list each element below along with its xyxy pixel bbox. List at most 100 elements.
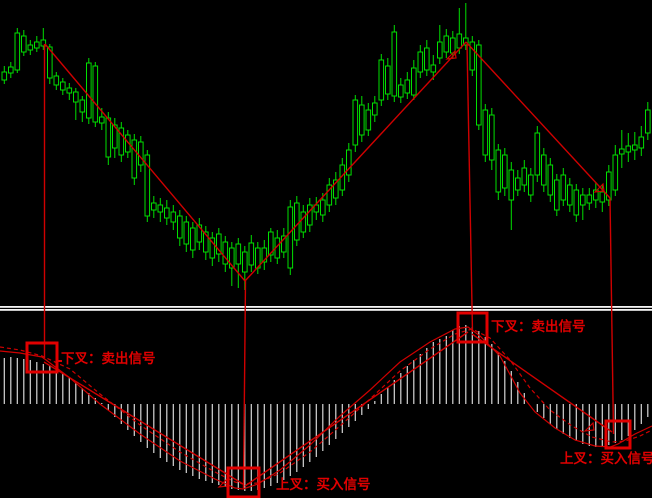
indicator-trendline [244, 331, 469, 487]
candle-body [8, 66, 14, 74]
candle-body [183, 221, 190, 245]
candle-body [281, 235, 287, 253]
price-trendline [244, 41, 467, 282]
candle-body [125, 134, 131, 153]
candle-body [489, 114, 495, 161]
candle-body [528, 174, 534, 196]
candle-body [638, 136, 645, 149]
candle-body [1, 71, 8, 81]
candle-body [300, 211, 307, 233]
candle-body [170, 211, 177, 223]
signal-label-sell-2: 下叉：卖出信号 [491, 319, 586, 335]
candle-body [242, 251, 248, 273]
candle-body [456, 33, 463, 49]
candle-body [365, 109, 372, 131]
candle-body [411, 67, 417, 96]
indicator-main-line [0, 326, 652, 490]
candle-body [92, 65, 99, 123]
signal-label-buy-2: 上叉：买入信号 [560, 451, 652, 467]
signal-label-buy-1: 上叉：买入信号 [276, 477, 371, 493]
candle-body [502, 154, 508, 189]
candle-body [261, 247, 268, 263]
candle-body [398, 84, 404, 98]
candle-body [112, 124, 118, 149]
signal-vertical-line [609, 197, 615, 435]
price-trendline [44, 43, 246, 282]
candle-body [346, 149, 352, 176]
candle-body [547, 164, 554, 196]
candle-body [235, 243, 242, 265]
panel-separator-line [0, 309, 652, 311]
candle-body [118, 127, 125, 156]
candle-body [560, 174, 567, 201]
candle-body [625, 145, 632, 153]
candle-body [586, 194, 593, 204]
candle-body [294, 202, 300, 241]
candle-body [593, 189, 599, 201]
candle-body [47, 46, 53, 79]
candle-body [417, 51, 424, 73]
candle-body [248, 242, 255, 266]
candle-body [599, 191, 606, 203]
candle-body [203, 231, 209, 253]
price-trendline [465, 41, 611, 199]
candle-body [79, 99, 86, 113]
candle-body [27, 44, 34, 51]
candle-body [268, 231, 274, 256]
candle-body [508, 169, 515, 201]
indicator-trendline [471, 333, 613, 433]
candle-body [222, 241, 229, 265]
candle-body [619, 148, 625, 155]
candle-body [430, 64, 437, 73]
signal-box [25, 341, 59, 374]
candle-body [287, 206, 294, 269]
signal-label-sell-1: 下叉：卖出信号 [61, 351, 156, 367]
candle-body [216, 233, 222, 255]
candle-body [53, 75, 60, 86]
candle-body [320, 199, 326, 216]
signal-box [456, 311, 489, 344]
candle-body [372, 102, 378, 116]
trendline-hook [445, 49, 457, 60]
trendline-hook [593, 182, 605, 193]
candle-body [66, 87, 73, 94]
candle-body [645, 109, 651, 134]
candle-body [469, 41, 476, 71]
signal-box [604, 419, 632, 450]
candle-body [86, 62, 92, 119]
candle-body [209, 237, 216, 259]
candle-body [573, 189, 580, 216]
candle-body [404, 79, 411, 94]
candle-body [164, 207, 170, 219]
candle-body [313, 204, 320, 213]
candle-body [60, 81, 66, 91]
candle-body [229, 247, 235, 269]
candle-body [534, 132, 541, 176]
candle-body [177, 215, 183, 239]
candle-body [515, 177, 521, 191]
candle-body [14, 32, 21, 71]
trendline-hook [583, 421, 595, 432]
candle-body [307, 204, 313, 226]
candle-body [131, 139, 138, 179]
candle-body [105, 117, 112, 158]
candle-body [632, 144, 638, 151]
candle-body [34, 41, 40, 49]
candle-body [196, 224, 203, 243]
candle-body [567, 184, 573, 206]
candle-body [541, 154, 547, 186]
panel-separator-line [0, 306, 652, 308]
candle-body [151, 202, 157, 211]
candle-body [606, 171, 612, 201]
signal-vertical-line [242, 280, 247, 489]
candle-body [482, 109, 489, 156]
candle-body [73, 91, 79, 103]
candle-body [378, 59, 385, 101]
signal-vertical-line [466, 43, 474, 333]
candle-body [326, 184, 333, 206]
candle-body [190, 227, 196, 251]
candle-body [385, 65, 391, 95]
candle-body [359, 104, 365, 136]
